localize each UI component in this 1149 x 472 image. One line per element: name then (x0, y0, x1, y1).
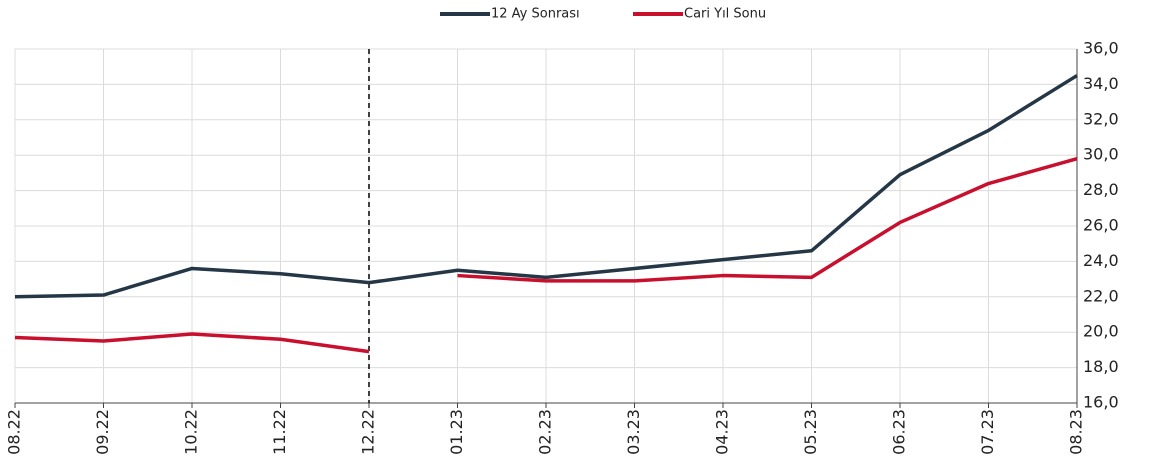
y-tick-label: 18,0 (1083, 357, 1119, 376)
series-line (14, 74, 1078, 299)
series-line (14, 332, 370, 354)
y-tick-label: 24,0 (1083, 251, 1119, 270)
x-tick-label: 08.23 (1067, 409, 1086, 455)
y-tick-label: 16,0 (1083, 393, 1119, 412)
x-tick-label: 11.22 (270, 409, 289, 455)
x-tick-label: 12.22 (359, 409, 378, 455)
x-tick-label: 03.23 (624, 409, 643, 455)
x-tick-label: 05.23 (801, 409, 820, 455)
legend-label: 12 Ay Sonrası (491, 7, 580, 22)
y-tick-label: 26,0 (1083, 216, 1119, 235)
y-tick-label: 20,0 (1083, 322, 1119, 341)
legend-label: Cari Yıl Sonu (684, 7, 766, 22)
x-tick-label: 01.23 (447, 409, 466, 455)
x-tick-label: 04.23 (713, 409, 732, 455)
x-tick-label: 07.23 (978, 409, 997, 455)
y-tick-label: 34,0 (1083, 74, 1119, 93)
y-tick-label: 30,0 (1083, 145, 1119, 164)
y-tick-label: 36,0 (1083, 39, 1119, 58)
x-tick-label: 02.23 (536, 409, 555, 455)
y-tick-label: 32,0 (1083, 109, 1119, 128)
y-tick-label: 28,0 (1083, 180, 1119, 199)
x-tick-label: 10.22 (182, 409, 201, 455)
x-tick-label: 09.22 (93, 409, 112, 455)
y-tick-label: 22,0 (1083, 286, 1119, 305)
series-line (457, 157, 1078, 283)
x-tick-label: 08.22 (5, 409, 24, 455)
x-tick-label: 06.23 (890, 409, 909, 455)
